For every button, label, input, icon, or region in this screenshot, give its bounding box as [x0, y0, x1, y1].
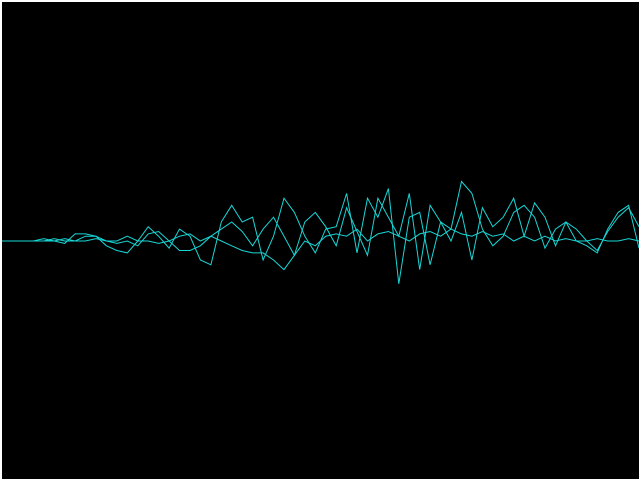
waveform-trace-1 [2, 180, 639, 284]
waveform-trace-3 [2, 228, 639, 271]
waveform-trace-2 [2, 193, 639, 270]
